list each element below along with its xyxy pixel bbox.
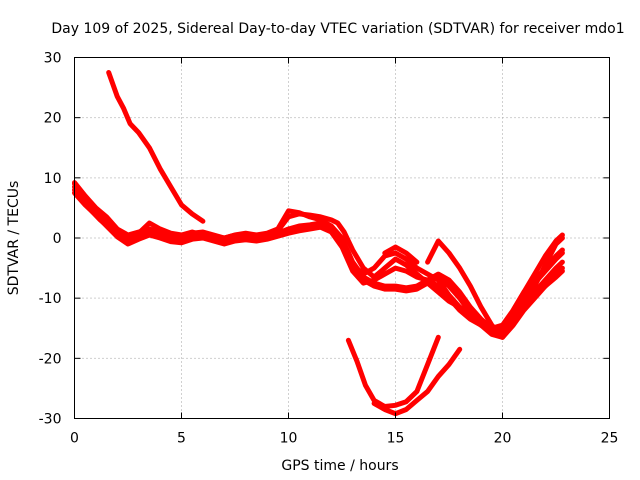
x-tick-label: 0: [70, 431, 79, 447]
x-tick-label: 20: [494, 431, 512, 447]
y-axis-title: SDTVAR / TECUs: [6, 181, 22, 296]
x-tick-label: 25: [601, 431, 619, 447]
y-tick-label: 30: [44, 51, 62, 67]
x-tick-label: 5: [177, 431, 186, 447]
series-layer: [72, 70, 565, 417]
series-line-trace-4: [72, 187, 565, 331]
x-axis-title: GPS time / hours: [281, 458, 398, 474]
series-line-trace-9: [382, 244, 420, 265]
y-tick-label: -10: [39, 291, 62, 307]
series-line-trace-8: [371, 346, 463, 417]
series-line-trace-10: [425, 235, 565, 340]
series-line-trace-5: [72, 180, 565, 334]
x-tick-label: 10: [280, 431, 298, 447]
y-tick-label: 20: [44, 111, 62, 127]
tick-layer: 0 5 10 15 20 25 -30 -20 -10 0 10 20 30: [39, 51, 619, 447]
series-line-trace-2: [72, 184, 565, 340]
y-tick-label: 0: [53, 231, 62, 247]
y-tick-label: -20: [39, 351, 62, 367]
series-line-trace-6: [106, 70, 206, 224]
series-line-trace-7: [345, 334, 441, 409]
series-line-trace-11: [510, 232, 565, 313]
x-tick-label: 15: [387, 431, 405, 447]
series-line-trace-1: [72, 181, 565, 334]
chart-title: Day 109 of 2025, Sidereal Day-to-day VTE…: [51, 21, 624, 37]
y-tick-label: 10: [44, 171, 62, 187]
y-tick-label: -30: [39, 412, 62, 428]
